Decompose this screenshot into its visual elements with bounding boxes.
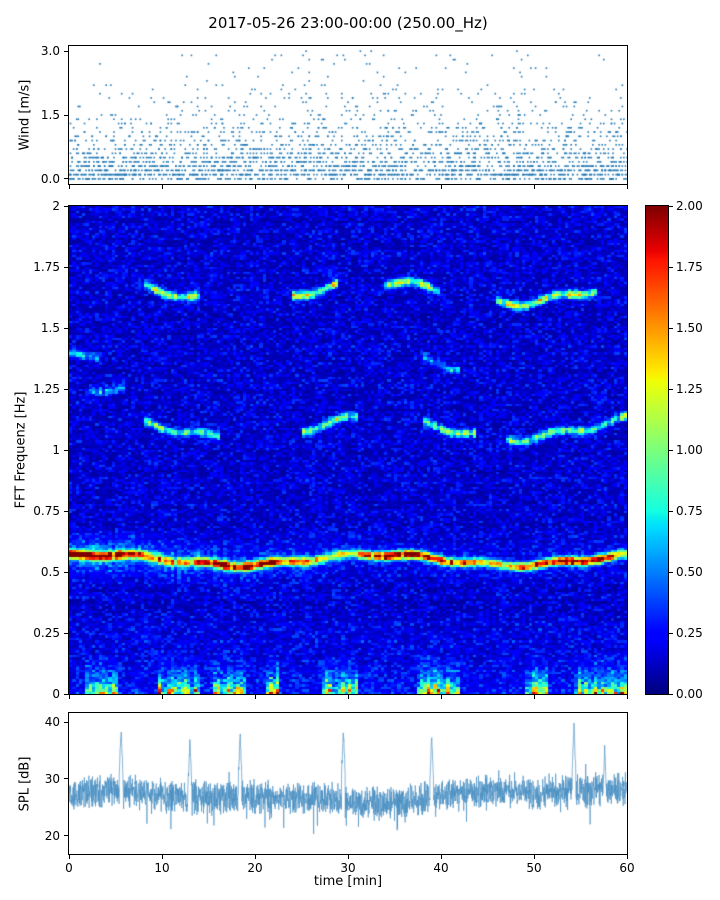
tick-mark — [669, 571, 673, 573]
tick-mark — [64, 50, 68, 52]
plot-title: 2017-05-26 23:00-00:00 (250.00_Hz) — [208, 14, 488, 32]
tick-label: 2.00 — [676, 199, 703, 213]
tick-mark — [669, 266, 673, 268]
tick-label: 0 — [65, 861, 73, 875]
tick-label: 30 — [44, 771, 60, 786]
tick-mark — [161, 855, 163, 859]
tick-label: 50 — [526, 861, 542, 875]
tick-label: 3.0 — [40, 44, 60, 59]
tick-mark — [68, 855, 70, 859]
tick-mark — [254, 695, 256, 699]
tick-mark — [669, 327, 673, 329]
tick-label: 0.75 — [676, 504, 703, 518]
tick-mark — [64, 632, 68, 634]
wind-scatter-plot — [68, 45, 628, 185]
tick-mark — [64, 449, 68, 451]
tick-mark — [440, 855, 442, 859]
tick-mark — [68, 695, 70, 699]
tick-label: 1.5 — [40, 321, 60, 335]
tick-mark — [669, 205, 673, 207]
tick-mark — [64, 178, 68, 180]
tick-label: 30 — [340, 861, 356, 875]
tick-label: 0.50 — [676, 565, 703, 579]
tick-mark — [669, 510, 673, 512]
spl-line-plot — [68, 712, 628, 855]
tick-label: 1.50 — [676, 321, 703, 335]
tick-mark — [347, 185, 349, 189]
tick-mark — [161, 185, 163, 189]
tick-label: 60 — [619, 861, 635, 875]
tick-mark — [626, 695, 628, 699]
tick-mark — [533, 855, 535, 859]
tick-label: 0.25 — [676, 626, 703, 640]
spectrogram-canvas — [69, 206, 627, 694]
tick-label: 1.75 — [33, 260, 60, 274]
tick-mark — [64, 778, 68, 780]
tick-label: 0.00 — [676, 687, 703, 701]
tick-mark — [254, 185, 256, 189]
tick-mark — [440, 695, 442, 699]
tick-mark — [64, 266, 68, 268]
colorbar-canvas — [646, 206, 668, 694]
tick-label: 10 — [154, 861, 170, 875]
tick-mark — [347, 855, 349, 859]
tick-mark — [533, 695, 535, 699]
tick-label: 1.75 — [676, 260, 703, 274]
tick-label: 1 — [52, 443, 60, 457]
tick-mark — [669, 693, 673, 695]
tick-mark — [64, 510, 68, 512]
spectrogram-y-axis-label: FFT Frequenz [Hz] — [13, 391, 29, 509]
tick-mark — [254, 855, 256, 859]
tick-mark — [64, 388, 68, 390]
tick-mark — [626, 185, 628, 189]
tick-mark — [533, 185, 535, 189]
tick-label: 0 — [52, 687, 60, 701]
tick-label: 0.5 — [40, 565, 60, 579]
tick-mark — [64, 205, 68, 207]
tick-label: 40 — [433, 861, 449, 875]
tick-label: 0.75 — [33, 504, 60, 518]
tick-label: 20 — [44, 828, 60, 843]
tick-mark — [64, 835, 68, 837]
tick-label: 1.5 — [40, 108, 60, 122]
tick-label: 1.25 — [676, 382, 703, 396]
tick-label: 1.25 — [33, 382, 60, 396]
tick-mark — [64, 721, 68, 723]
tick-mark — [64, 114, 68, 116]
tick-mark — [64, 327, 68, 329]
tick-label: 20 — [247, 861, 263, 875]
tick-label: 0.25 — [33, 626, 60, 640]
wind-scatter-canvas — [69, 46, 627, 184]
tick-mark — [161, 695, 163, 699]
tick-label: 40 — [44, 715, 60, 730]
spl-y-axis-label: SPL [dB] — [17, 756, 33, 812]
tick-mark — [64, 693, 68, 695]
tick-mark — [669, 388, 673, 390]
spectrogram-plot — [68, 205, 628, 695]
tick-label: 0.0 — [40, 171, 60, 186]
tick-mark — [440, 185, 442, 189]
tick-label: 1.00 — [676, 443, 703, 457]
x-axis-label: time [min] — [313, 874, 383, 889]
wind-y-axis-label: Wind [m/s] — [17, 79, 33, 151]
tick-mark — [347, 695, 349, 699]
colorbar — [645, 205, 669, 695]
tick-label: 2 — [52, 199, 60, 213]
spl-line-canvas — [69, 713, 627, 854]
tick-mark — [626, 855, 628, 859]
tick-mark — [68, 185, 70, 189]
tick-mark — [669, 632, 673, 634]
tick-mark — [64, 571, 68, 573]
tick-mark — [669, 449, 673, 451]
